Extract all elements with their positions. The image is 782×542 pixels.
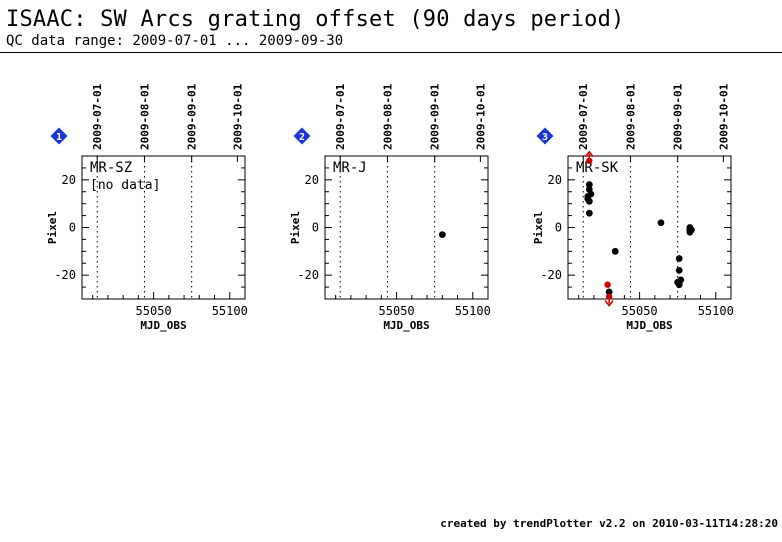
panel-label: MR-SZ: [90, 160, 132, 176]
header-divider: [0, 52, 782, 53]
panel-number-diamond: [293, 127, 311, 145]
x-axis-label: MJD_OBS: [140, 319, 186, 332]
y-tick-label: 20: [305, 173, 319, 187]
date-tick-label: 2009-08-01: [624, 83, 637, 150]
y-axis-label: Pixel: [46, 211, 59, 244]
chart-panel-1: 55050 55100 20 0 -20 2009-07-01 2009-08-01 2009…: [46, 83, 248, 332]
panel-label: MR-SK: [576, 160, 619, 176]
y-tick-label: 20: [62, 173, 76, 187]
outlier-point: [604, 281, 611, 288]
footer-credit: created by trendPlotter v2.2 on 2010-03-…: [440, 517, 778, 530]
panel-number-diamond: [536, 127, 554, 145]
date-tick-label: 2009-09-01: [672, 83, 685, 150]
x-tick-label: 55050: [622, 304, 658, 318]
chart-panel-2: 55050 55100 20 0 -20 2009-07-01 2009-08-01 2009…: [289, 83, 491, 332]
y-tick-label: 20: [548, 173, 562, 187]
y-tick-label: -20: [540, 268, 562, 282]
outlier-arrowhead: [604, 300, 614, 307]
x-axis-label: MJD_OBS: [383, 319, 429, 332]
date-tick-label: 2009-10-01: [474, 83, 487, 150]
date-tick-label: 2009-09-01: [186, 83, 199, 150]
outlier-arrowhead: [584, 150, 594, 158]
x-tick-label: 55100: [698, 304, 734, 318]
data-points: [438, 231, 446, 239]
date-tick-label: 2009-10-01: [231, 83, 244, 150]
x-tick-label: 55050: [136, 304, 172, 318]
date-tick-label: 2009-09-01: [429, 83, 442, 150]
date-tick-label: 2009-07-01: [577, 83, 590, 150]
plot-frame: [324, 155, 489, 300]
no-data-note: [no data]: [90, 178, 160, 193]
data-point: [675, 255, 683, 262]
panel-number: 2: [299, 132, 305, 143]
date-tick-label: 2009-10-01: [717, 83, 730, 150]
y-axis-label: Pixel: [289, 211, 302, 244]
chart-panel-3: 55050 55100 20 0 -20 2009-07-01 2009-08-01 2009…: [532, 83, 734, 332]
data-point: [675, 281, 683, 289]
page-subtitle: QC data range: 2009-07-01 ... 2009-09-30: [6, 33, 344, 49]
data-point: [675, 267, 683, 274]
data-point: [585, 197, 593, 205]
data-point: [687, 226, 695, 234]
y-tick-label: 0: [555, 221, 562, 235]
data-point: [611, 247, 619, 255]
data-point: [585, 181, 593, 189]
outlier-point: [605, 293, 613, 300]
y-axis-label: Pixel: [532, 211, 545, 244]
data-points: [584, 157, 695, 300]
y-tick-label: -20: [54, 268, 76, 282]
date-tick-label: 2009-08-01: [381, 83, 394, 150]
date-tick-label: 2009-07-01: [334, 83, 347, 150]
y-tick-label: 0: [312, 221, 319, 235]
plot-frame: [567, 155, 732, 300]
x-tick-label: 55100: [212, 304, 248, 318]
data-point: [438, 231, 446, 239]
page-title: ISAAC: SW Arcs grating offset (90 days p…: [6, 7, 625, 32]
x-tick-label: 55050: [379, 304, 415, 318]
x-axis-label: MJD_OBS: [626, 319, 672, 332]
data-point: [657, 219, 665, 227]
y-tick-label: -20: [297, 268, 319, 282]
y-tick-label: 0: [69, 221, 76, 235]
panel-number: 3: [542, 132, 548, 143]
x-tick-label: 55100: [455, 304, 491, 318]
date-tick-label: 2009-07-01: [91, 83, 104, 150]
panel-label: MR-J: [333, 160, 367, 176]
date-tick-label: 2009-08-01: [138, 83, 151, 150]
data-point: [585, 209, 593, 217]
data-point: [587, 190, 595, 198]
panel-number: 1: [56, 132, 62, 143]
data-point: [605, 288, 613, 296]
